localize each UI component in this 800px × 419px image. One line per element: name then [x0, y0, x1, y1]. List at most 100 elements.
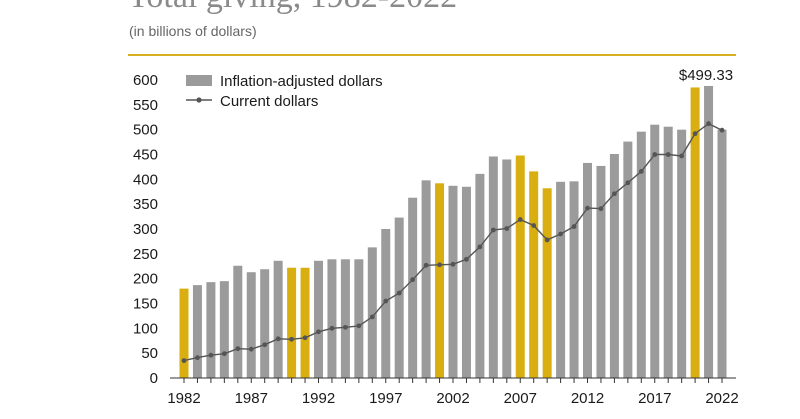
chart-title: Total giving, 1982-2022 — [128, 0, 457, 16]
current-dollars-point-1983 — [195, 355, 200, 361]
bar-1986 — [233, 265, 243, 378]
current-dollars-point-2016 — [638, 168, 644, 174]
bar-2015 — [623, 141, 633, 378]
current-dollars-point-2011 — [571, 224, 577, 229]
current-dollars-point-2018 — [665, 152, 671, 157]
bar-highlight-2007 — [515, 155, 525, 378]
current-dollars-point-2010 — [558, 231, 563, 237]
bar-2002 — [448, 185, 458, 378]
x-tick-label: 1997 — [369, 390, 402, 407]
current-dollars-point-1998 — [396, 290, 402, 296]
bar-highlight-2008 — [529, 171, 539, 378]
bar-2005 — [488, 156, 498, 378]
y-tick-label: 300 — [133, 221, 158, 238]
legend-label-inflation-adjusted: Inflation-adjusted dollars — [220, 73, 383, 90]
x-tick-label: 2002 — [436, 390, 469, 407]
current-dollars-point-2022 — [719, 127, 725, 133]
x-tick-label: 1982 — [167, 390, 200, 407]
bar-2021 — [704, 85, 714, 379]
bar-highlight-1991 — [300, 267, 310, 378]
current-dollars-point-2012 — [585, 205, 590, 211]
current-dollars-point-2006 — [504, 226, 510, 231]
current-dollars-point-1997 — [383, 298, 389, 304]
bar-highlight-2020 — [690, 87, 700, 378]
bar-2010 — [556, 181, 566, 378]
y-tick-label: 450 — [133, 147, 158, 164]
current-dollars-point-2005 — [490, 227, 496, 233]
x-tick-label: 1992 — [302, 390, 335, 407]
y-tick-label: 0 — [150, 370, 158, 387]
bar-1987 — [246, 272, 256, 378]
current-dollars-point-1994 — [343, 324, 348, 330]
current-dollars-point-1992 — [316, 329, 321, 335]
current-dollars-point-2015 — [625, 180, 631, 186]
bar-2018 — [663, 126, 673, 378]
bar-2011 — [569, 181, 579, 378]
bar-1985 — [219, 281, 229, 378]
current-dollars-point-1985 — [221, 351, 227, 357]
current-dollars-point-1984 — [208, 352, 214, 358]
bar-1997 — [381, 229, 391, 378]
current-dollars-point-1982 — [181, 358, 187, 364]
y-tick-label: 200 — [133, 271, 158, 288]
bar-highlight-2009 — [542, 188, 552, 378]
bar-2006 — [502, 159, 512, 378]
current-dollars-point-2021 — [706, 121, 711, 127]
current-dollars-point-1991 — [302, 335, 308, 341]
y-tick-label: 50 — [141, 345, 158, 362]
current-dollars-point-1993 — [329, 325, 335, 331]
x-tick-label: 2012 — [571, 390, 604, 407]
current-dollars-point-2017 — [652, 152, 658, 157]
bar-2016 — [636, 131, 646, 378]
y-tick-label: 100 — [133, 320, 158, 337]
legend-bar-swatch — [186, 75, 212, 86]
current-dollars-point-2003 — [464, 256, 469, 262]
x-tick-label: 2007 — [504, 390, 537, 407]
current-dollars-point-2002 — [450, 261, 456, 267]
bar-1995 — [354, 259, 364, 378]
current-dollars-point-2007 — [517, 217, 523, 222]
current-dollars-point-2008 — [531, 223, 537, 228]
current-dollars-point-1989 — [275, 336, 281, 342]
bar-2017 — [650, 124, 660, 378]
current-dollars-point-2020 — [692, 131, 698, 137]
current-dollars-point-2013 — [598, 206, 604, 212]
bar-1984 — [206, 282, 216, 378]
current-dollars-point-2001 — [437, 262, 442, 268]
current-dollars-point-2009 — [544, 237, 550, 243]
current-dollars-point-1999 — [410, 277, 416, 283]
current-dollars-point-1988 — [262, 342, 268, 348]
y-tick-label: 400 — [133, 171, 158, 188]
bar-1992 — [314, 260, 323, 378]
callout-2022-value: $499.33 — [679, 67, 733, 84]
current-dollars-point-1996 — [369, 314, 375, 320]
y-tick-label: 350 — [133, 196, 158, 213]
current-dollars-point-1995 — [356, 323, 362, 329]
bar-1993 — [327, 259, 337, 378]
y-tick-label: 250 — [133, 246, 158, 263]
bar-1998 — [394, 217, 404, 378]
bar-1988 — [260, 269, 270, 378]
y-tick-label: 600 — [133, 72, 158, 89]
chart-subtitle: (in billions of dollars) — [129, 23, 257, 39]
current-dollars-point-2004 — [477, 244, 483, 250]
title-divider — [128, 54, 736, 56]
current-dollars-point-2014 — [612, 191, 617, 197]
current-dollars-point-1990 — [289, 336, 294, 342]
bar-highlight-1990 — [287, 267, 297, 378]
bar-2012 — [583, 162, 592, 378]
legend-line-marker — [196, 97, 202, 103]
bar-1996 — [367, 247, 377, 378]
bar-2004 — [475, 173, 485, 378]
y-tick-label: 550 — [133, 97, 158, 114]
bar-2019 — [677, 129, 687, 378]
x-tick-label: 1987 — [235, 390, 268, 407]
bar-highlight-2001 — [435, 183, 445, 378]
x-tick-label: 2017 — [638, 390, 671, 407]
current-dollars-point-1987 — [248, 346, 254, 352]
current-dollars-point-2019 — [679, 153, 685, 159]
bar-1983 — [192, 285, 202, 378]
bar-2000 — [421, 180, 431, 378]
current-dollars-point-2000 — [423, 262, 429, 268]
bar-1989 — [273, 260, 283, 378]
